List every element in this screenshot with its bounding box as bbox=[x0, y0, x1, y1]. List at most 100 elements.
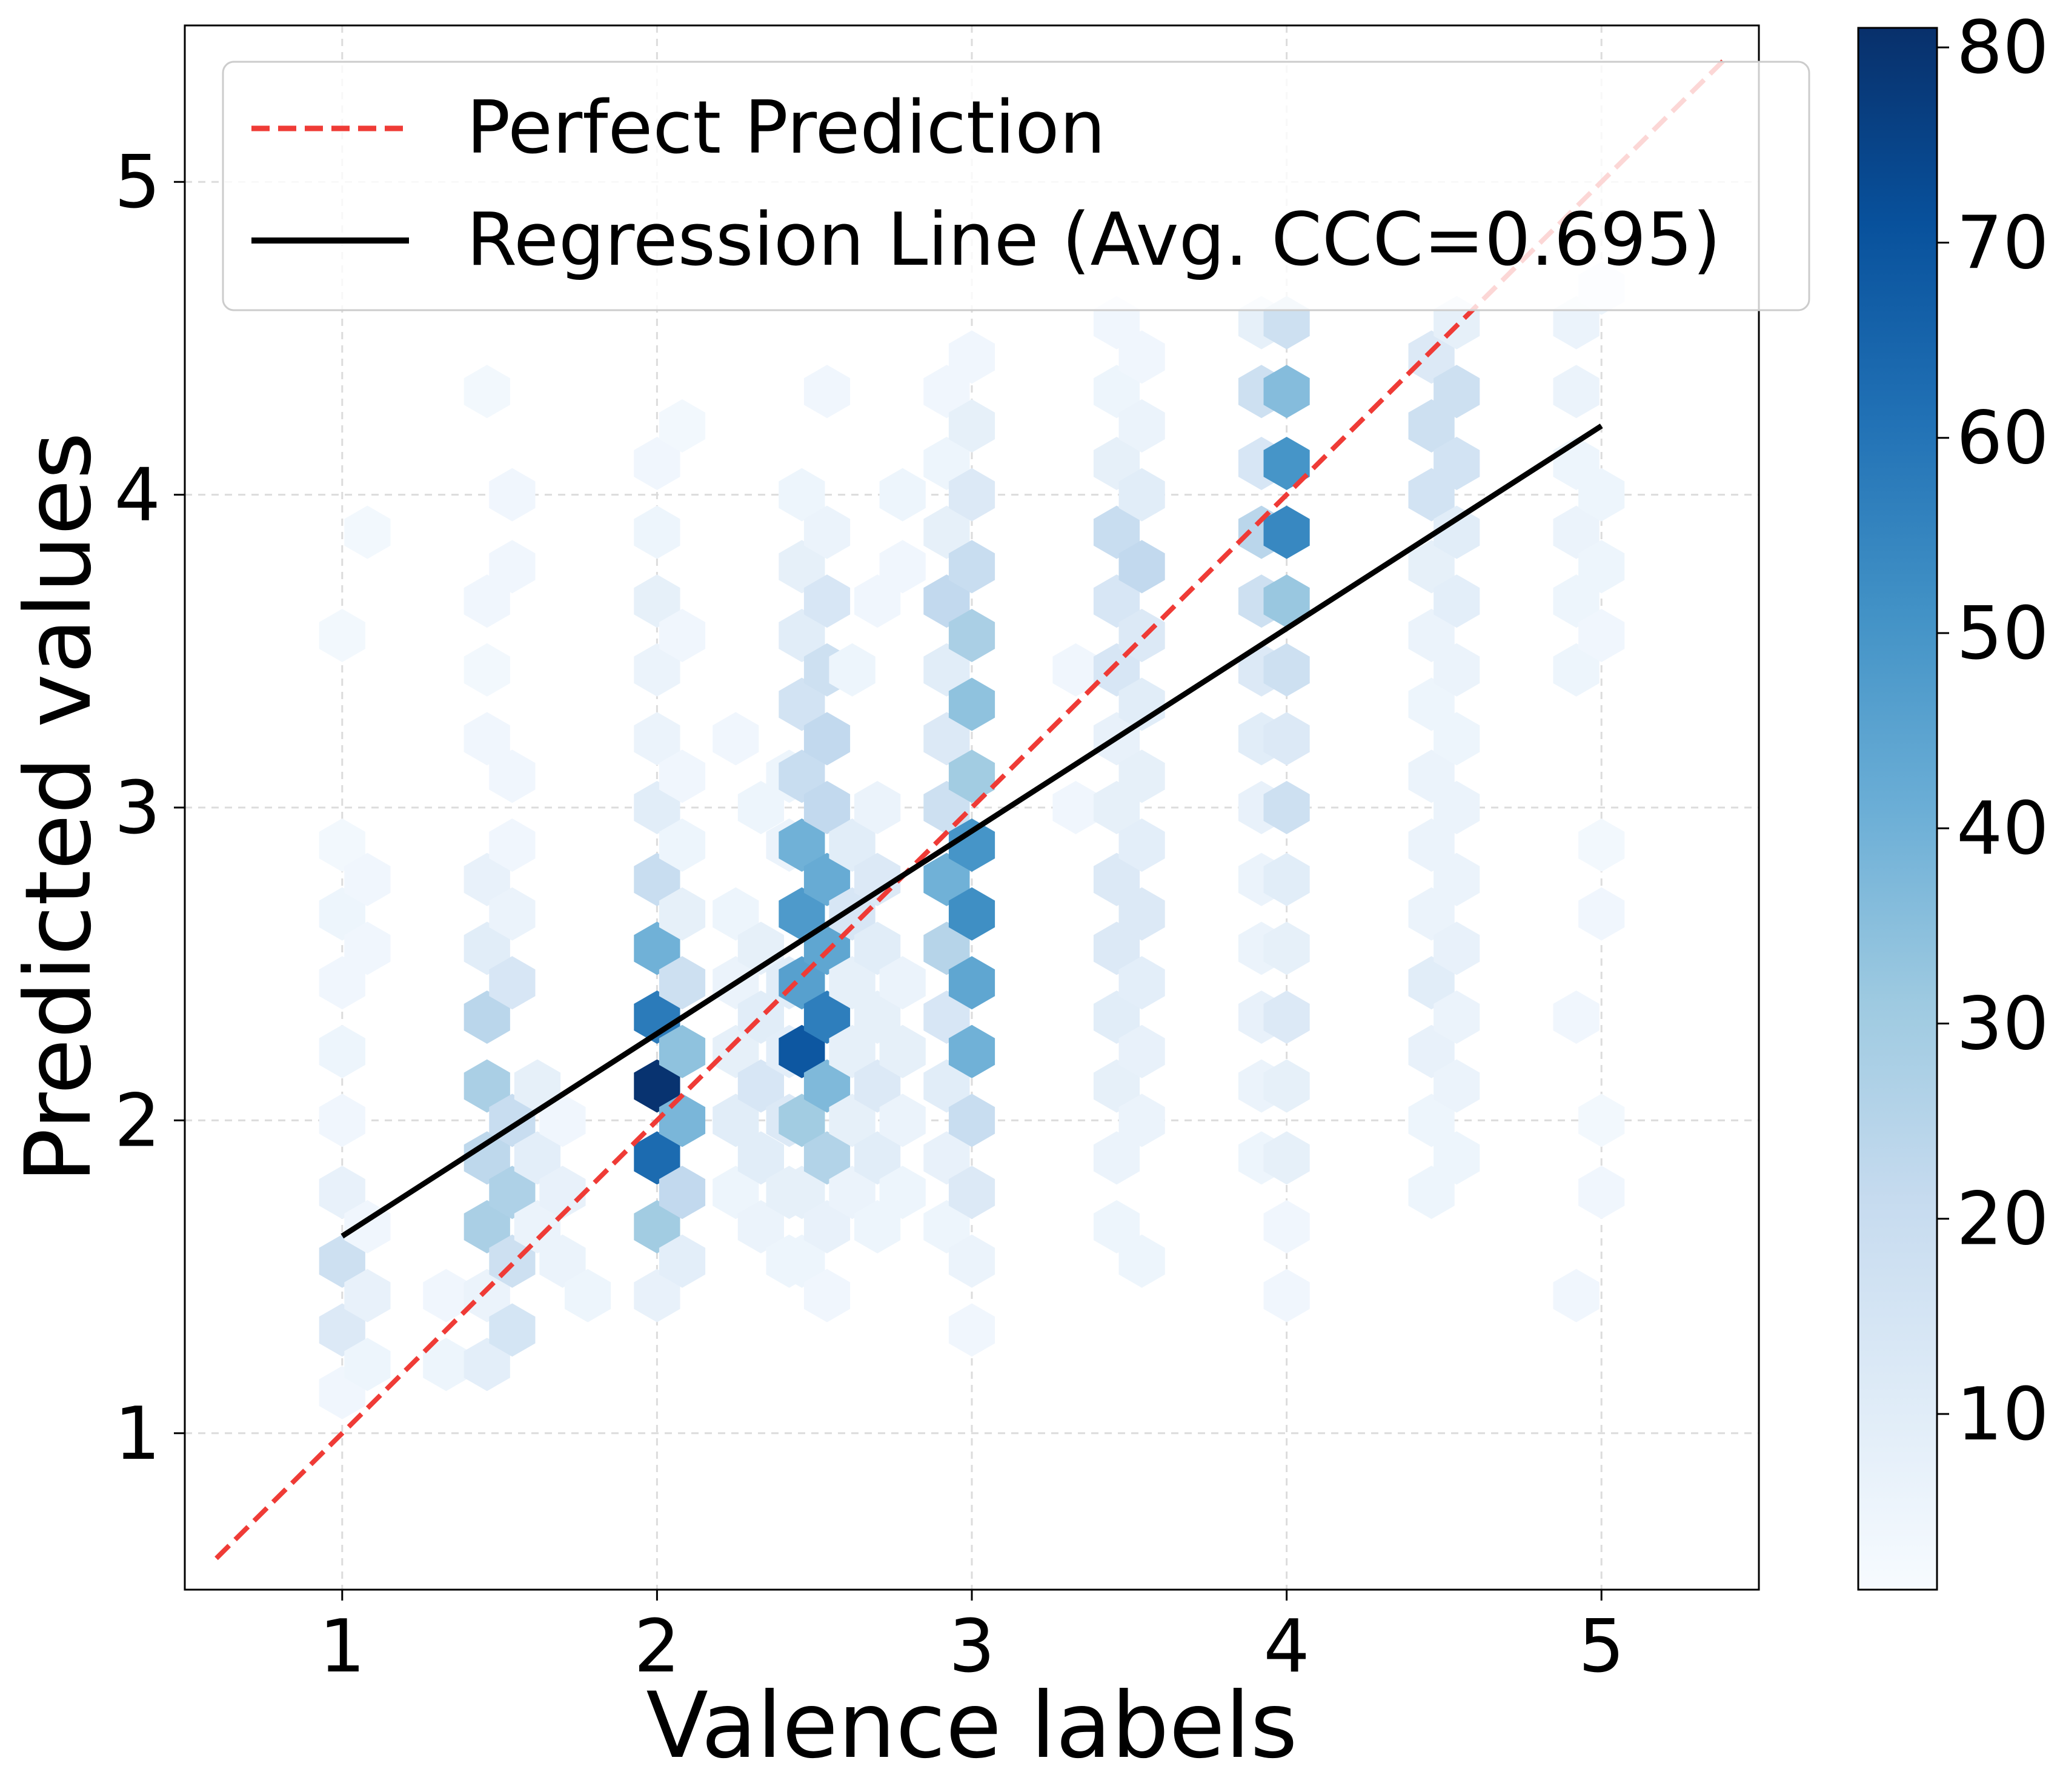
colorbar-ticks: 10 20 30 40 50 60 70 80 bbox=[1937, 6, 2049, 1457]
hexbin-cell bbox=[463, 712, 510, 766]
hexbin-cell bbox=[1553, 365, 1600, 419]
hexbin-cell bbox=[489, 887, 536, 941]
regression-line bbox=[341, 423, 1603, 1239]
hexbin-cell bbox=[923, 921, 970, 975]
hexbin-cell bbox=[803, 852, 851, 906]
hexbin-cell bbox=[1093, 1200, 1140, 1253]
hexbin-cell bbox=[319, 1234, 365, 1288]
hexbin-cell bbox=[1118, 887, 1165, 941]
hexbin-cell bbox=[489, 1166, 536, 1220]
hexbin-cell bbox=[634, 852, 680, 906]
hexbin-cell bbox=[659, 609, 706, 662]
hexbin-cell bbox=[1434, 991, 1480, 1044]
hexbin-cell bbox=[779, 468, 825, 522]
hexbin-cell bbox=[779, 818, 825, 872]
hexbin-cell bbox=[463, 921, 510, 975]
hexbin-cell bbox=[923, 1131, 970, 1185]
hexbin-cell bbox=[854, 574, 901, 628]
hexbin-cell bbox=[539, 1234, 586, 1288]
hexbin-cell bbox=[803, 991, 851, 1044]
hexbin-cell bbox=[713, 712, 759, 766]
hexbin-cell bbox=[1263, 991, 1310, 1044]
hexbin-cell bbox=[803, 365, 851, 419]
hexbin-cell bbox=[1578, 468, 1625, 522]
hexbin-cell bbox=[1118, 749, 1165, 803]
x-tick-label: 5 bbox=[1578, 1605, 1624, 1689]
hexbin-cell bbox=[1263, 437, 1310, 490]
hexbin-cell bbox=[659, 1166, 706, 1220]
hexbin-cell bbox=[1408, 818, 1455, 872]
hexbin-cell bbox=[923, 852, 970, 906]
hexbin-cell bbox=[319, 1024, 365, 1078]
hexbin-cell bbox=[1263, 1269, 1310, 1322]
hexbin-cell bbox=[737, 1200, 784, 1253]
hexbin-cell bbox=[1263, 365, 1310, 419]
hexbin-cell bbox=[1093, 365, 1140, 419]
hexbin-cell bbox=[1263, 574, 1310, 628]
hexbin-cell bbox=[923, 574, 970, 628]
y-tick-label: 3 bbox=[115, 766, 161, 851]
hexbin-cells bbox=[319, 261, 1625, 1419]
legend-perfect-label: Perfect Prediction bbox=[467, 86, 1106, 170]
hexbin-cell bbox=[319, 1303, 365, 1357]
hexbin-cell bbox=[803, 574, 851, 628]
hexbin-cell bbox=[948, 1093, 995, 1147]
hexbin-cell bbox=[463, 1059, 510, 1113]
hexbin-cell bbox=[948, 468, 995, 522]
hexbin-cell bbox=[463, 643, 510, 697]
hexbin-cell bbox=[463, 1338, 510, 1392]
hexbin-cell bbox=[319, 887, 365, 941]
hexbin-cell bbox=[634, 1269, 680, 1322]
hexbin-cell bbox=[659, 887, 706, 941]
hexbin-cell bbox=[1263, 781, 1310, 834]
hexbin-cell bbox=[463, 574, 510, 628]
hexbin-cell bbox=[1093, 921, 1140, 975]
hexbin-cell bbox=[489, 956, 536, 1010]
hexbin-cell bbox=[1118, 677, 1165, 731]
hexbin-cell bbox=[489, 468, 536, 522]
hexbin-cell bbox=[1263, 921, 1310, 975]
hexbin-cell bbox=[923, 991, 970, 1044]
hexbin-cell bbox=[539, 1166, 586, 1220]
hexbin-cell bbox=[829, 956, 875, 1010]
x-tick-label: 2 bbox=[634, 1605, 680, 1689]
hexbin-cell bbox=[1553, 574, 1600, 628]
hexbin-cell bbox=[463, 1131, 510, 1185]
hexbin-cell bbox=[923, 1059, 970, 1113]
hexbin-cell bbox=[948, 956, 995, 1010]
hexbin-cell bbox=[1093, 643, 1140, 697]
hexbin-cell bbox=[948, 1234, 995, 1288]
hexbin-cell bbox=[779, 887, 825, 941]
hexbin-cell bbox=[1434, 1059, 1480, 1113]
hexbin-cell bbox=[737, 1131, 784, 1185]
hexbin-cell bbox=[803, 712, 851, 766]
hexbin-cell bbox=[514, 1059, 561, 1113]
hexbin-cell bbox=[779, 956, 825, 1010]
x-axis-ticks: 1 2 3 4 5 bbox=[319, 1590, 1624, 1689]
hexbin-cell bbox=[879, 1093, 926, 1147]
hexbin-cell bbox=[829, 1166, 875, 1220]
hexbin-cell bbox=[659, 956, 706, 1010]
hexbin-cell bbox=[854, 1131, 901, 1185]
hexbin-cell bbox=[1093, 991, 1140, 1044]
hexbin-cell bbox=[489, 540, 536, 594]
hexbin-cell bbox=[1408, 1166, 1455, 1220]
hexbin-cell bbox=[1578, 540, 1625, 594]
hexbin-cell bbox=[1093, 1131, 1140, 1185]
hexbin-cell bbox=[803, 1269, 851, 1322]
hexbin-cell bbox=[854, 921, 901, 975]
hexbin-cell bbox=[1553, 505, 1600, 559]
hexbin-cell bbox=[923, 712, 970, 766]
hexbin-cell bbox=[1408, 887, 1455, 941]
hexbin-cell bbox=[1434, 781, 1480, 834]
hexbin-cell bbox=[948, 540, 995, 594]
hexbin-cell bbox=[1093, 574, 1140, 628]
hexbin-cell bbox=[779, 677, 825, 731]
hexbin-cell bbox=[879, 468, 926, 522]
hexbin-cell bbox=[489, 749, 536, 803]
hexbin-cell bbox=[1263, 1131, 1310, 1185]
hexbin-cell bbox=[1408, 609, 1455, 662]
hexbin-cell bbox=[1093, 505, 1140, 559]
hexbin-cell bbox=[1263, 1200, 1310, 1253]
hexbin-cell bbox=[854, 1200, 901, 1253]
